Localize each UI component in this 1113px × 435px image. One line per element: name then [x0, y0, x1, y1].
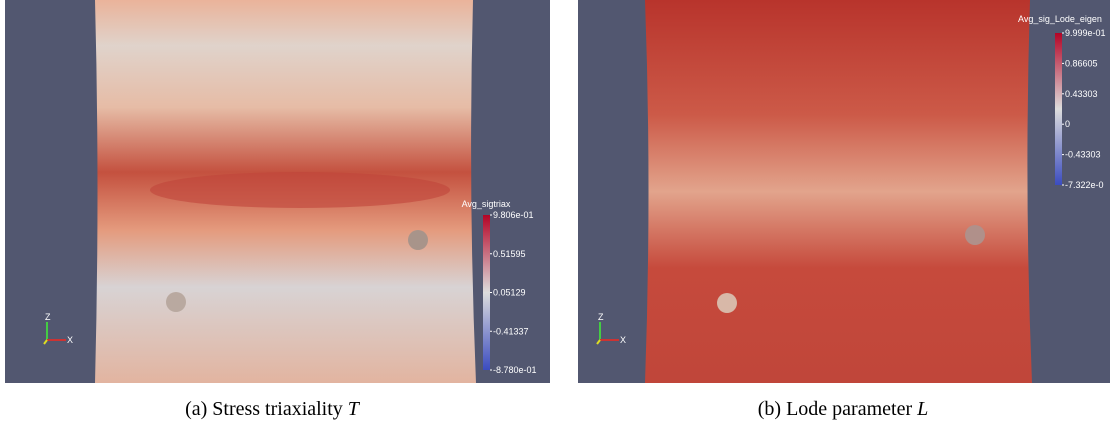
colorbar-tick-label: 0 — [1065, 119, 1070, 129]
void — [965, 225, 985, 245]
colorbar-tick-label: 9.806e-01 — [493, 210, 534, 220]
specimen — [645, 0, 1032, 383]
colorbar-tick-label: 0.43303 — [1065, 89, 1098, 99]
axis-label: X — [67, 335, 73, 345]
void — [717, 293, 737, 313]
colorbar-tick-label: 0.86605 — [1065, 58, 1098, 68]
colorbar-tick-label: -0.43303 — [1065, 150, 1101, 160]
colorbar-tick-label: -0.41337 — [493, 326, 529, 336]
caption: (a) Stress triaxiality T — [185, 398, 361, 420]
axes-triad — [43, 322, 619, 345]
colorbar-tick-label: 0.05129 — [493, 288, 526, 298]
colorbar-tick-label: -8.780e-01 — [493, 365, 537, 375]
caption-symbol: L — [916, 398, 928, 420]
band — [150, 172, 450, 208]
colorbar — [1055, 33, 1062, 185]
colorbar — [483, 215, 490, 370]
colorbar-tick-label: 9.999e-01 — [1065, 28, 1106, 38]
colorbar-tick-label: 0.51595 — [493, 249, 526, 259]
void — [408, 230, 428, 250]
axis-label: X — [620, 335, 626, 345]
colorbar-title: Avg_sig_Lode_eigen — [1018, 14, 1102, 24]
caption-text: (b) Lode parameter — [758, 398, 913, 420]
caption: (b) Lode parameter L — [758, 398, 928, 420]
colorbar-title: Avg_sigtriax — [462, 199, 511, 209]
caption-symbol: T — [348, 398, 361, 420]
void — [166, 292, 186, 312]
caption-text: (a) Stress triaxiality — [185, 398, 343, 420]
colorbar-tick-label: -7.322e-0 — [1065, 180, 1104, 190]
axis-label: Z — [598, 312, 604, 322]
axis-label: Z — [45, 312, 51, 322]
